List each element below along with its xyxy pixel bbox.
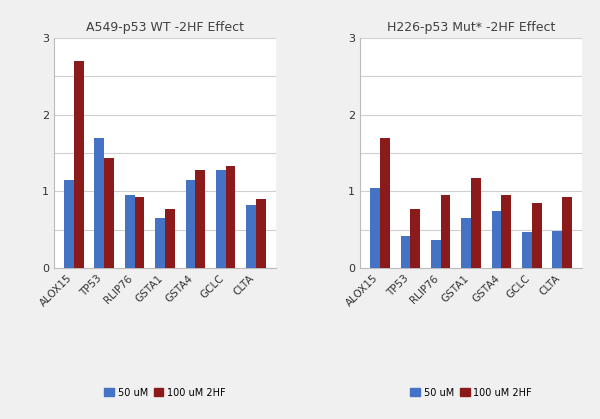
Bar: [216, 170, 226, 268]
Bar: [502, 195, 511, 268]
Bar: [134, 197, 144, 268]
Bar: [380, 137, 389, 268]
Bar: [94, 137, 104, 268]
Title: H226-p53 Mut* -2HF Effect: H226-p53 Mut* -2HF Effect: [387, 21, 555, 34]
Bar: [441, 195, 451, 268]
Bar: [471, 178, 481, 268]
Bar: [532, 203, 542, 268]
Bar: [370, 188, 380, 268]
Bar: [401, 236, 410, 268]
Bar: [562, 197, 572, 268]
Bar: [431, 240, 441, 268]
Bar: [104, 158, 114, 268]
Bar: [522, 232, 532, 268]
Bar: [155, 218, 165, 268]
Bar: [74, 61, 83, 268]
Title: A549-p53 WT -2HF Effect: A549-p53 WT -2HF Effect: [86, 21, 244, 34]
Legend: 50 uM, 100 uM 2HF: 50 uM, 100 uM 2HF: [100, 384, 230, 401]
Bar: [125, 195, 134, 268]
Bar: [256, 199, 266, 268]
Bar: [165, 209, 175, 268]
Bar: [461, 218, 471, 268]
Bar: [410, 209, 420, 268]
Bar: [492, 211, 502, 268]
Legend: 50 uM, 100 uM 2HF: 50 uM, 100 uM 2HF: [406, 384, 536, 401]
Bar: [553, 231, 562, 268]
Bar: [185, 180, 195, 268]
Bar: [195, 170, 205, 268]
Bar: [247, 205, 256, 268]
Bar: [64, 180, 74, 268]
Bar: [226, 166, 235, 268]
